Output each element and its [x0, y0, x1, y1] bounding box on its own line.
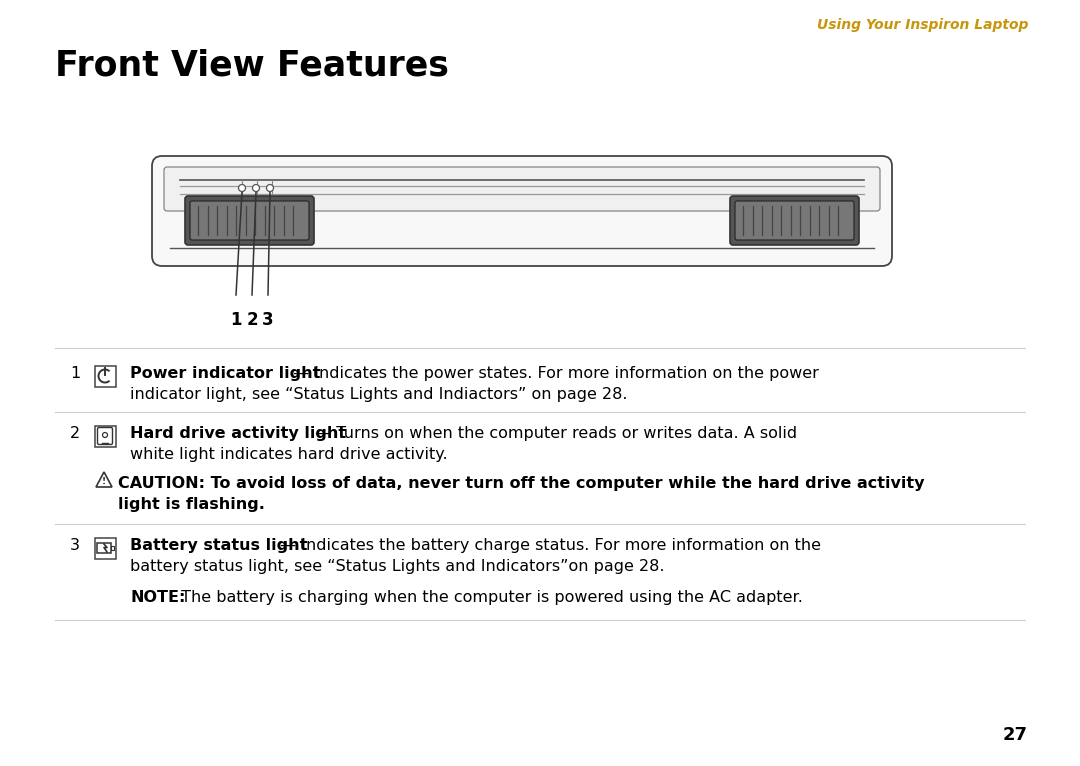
FancyBboxPatch shape: [735, 201, 854, 240]
Text: 27: 27: [1003, 726, 1028, 744]
Text: NOTE:: NOTE:: [130, 590, 186, 605]
Circle shape: [253, 185, 259, 192]
Circle shape: [239, 185, 245, 192]
Text: light is flashing.: light is flashing.: [118, 497, 265, 512]
Circle shape: [103, 433, 108, 437]
Text: The battery is charging when the computer is powered using the AC adapter.: The battery is charging when the compute…: [176, 590, 802, 605]
Polygon shape: [96, 472, 112, 487]
Text: 2: 2: [70, 426, 80, 441]
FancyBboxPatch shape: [97, 427, 112, 444]
FancyBboxPatch shape: [97, 542, 111, 553]
FancyBboxPatch shape: [95, 425, 116, 447]
Circle shape: [267, 185, 273, 192]
Text: Using Your Inspiron Laptop: Using Your Inspiron Laptop: [816, 18, 1028, 32]
Text: 1: 1: [70, 366, 80, 381]
Text: — Indicates the battery charge status. For more information on the: — Indicates the battery charge status. F…: [275, 538, 821, 553]
Text: battery status light, see “Status Lights and Indicators”on page 28.: battery status light, see “Status Lights…: [130, 559, 664, 574]
Text: white light indicates hard drive activity.: white light indicates hard drive activit…: [130, 447, 447, 462]
FancyBboxPatch shape: [164, 167, 880, 211]
FancyBboxPatch shape: [185, 196, 314, 245]
FancyBboxPatch shape: [111, 546, 114, 550]
Text: Battery status light: Battery status light: [130, 538, 308, 553]
FancyBboxPatch shape: [190, 201, 309, 240]
Text: indicator light, see “Status Lights and Indiactors” on page 28.: indicator light, see “Status Lights and …: [130, 387, 627, 402]
FancyBboxPatch shape: [152, 156, 892, 266]
FancyBboxPatch shape: [95, 365, 116, 387]
Text: CAUTION: To avoid loss of data, never turn off the computer while the hard drive: CAUTION: To avoid loss of data, never tu…: [118, 476, 924, 491]
Text: Power indicator light: Power indicator light: [130, 366, 321, 381]
Text: — Turns on when the computer reads or writes data. A solid: — Turns on when the computer reads or wr…: [310, 426, 797, 441]
Text: 2: 2: [246, 311, 258, 329]
Text: !: !: [102, 477, 106, 486]
Text: Hard drive activity light: Hard drive activity light: [130, 426, 346, 441]
Text: 3: 3: [262, 311, 274, 329]
FancyBboxPatch shape: [730, 196, 859, 245]
Text: 3: 3: [70, 538, 80, 553]
Text: 1: 1: [230, 311, 242, 329]
FancyBboxPatch shape: [95, 538, 116, 558]
Text: Front View Features: Front View Features: [55, 48, 449, 82]
Text: — Indicates the power states. For more information on the power: — Indicates the power states. For more i…: [288, 366, 819, 381]
